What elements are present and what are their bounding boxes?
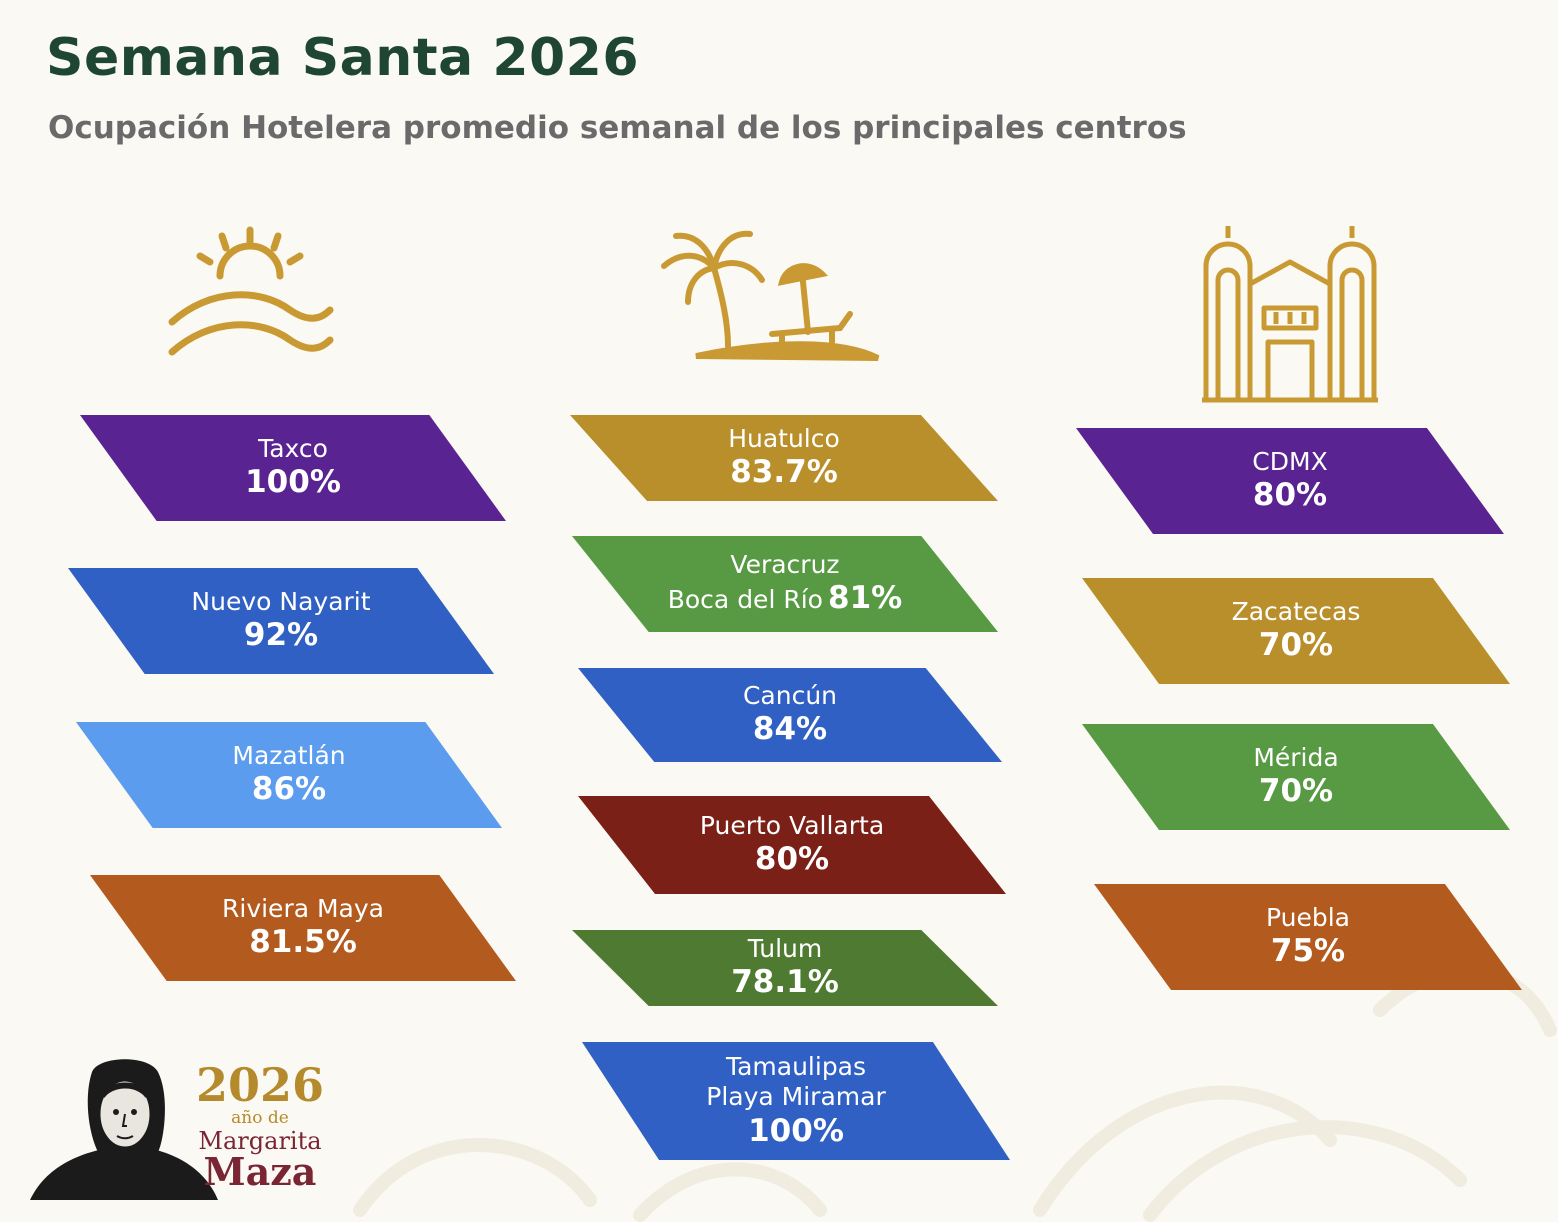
page-title: Semana Santa 2026 bbox=[46, 28, 640, 88]
tile-nuevo-nayarit: Nuevo Nayarit 92% bbox=[68, 568, 494, 674]
tile-puerto-vallarta: Puerto Vallarta 80% bbox=[578, 796, 1006, 894]
tile-percent: 86% bbox=[251, 771, 327, 808]
tile-taxco: Taxco 100% bbox=[80, 415, 506, 521]
sun-over-waves-icon bbox=[168, 226, 334, 356]
tile-percent: 80% bbox=[1252, 477, 1328, 514]
tile-merida: Mérida 70% bbox=[1082, 724, 1510, 830]
logo-first-name: Margarita bbox=[198, 1127, 322, 1155]
tile-percent: 83.7% bbox=[730, 454, 838, 491]
palm-tree-beach-icon bbox=[661, 230, 880, 361]
tile-name-line2: Boca del Río bbox=[667, 585, 823, 615]
logo-wordmark: 2026 año de Margarita Maza bbox=[190, 1062, 330, 1191]
tile-tulum: Tulum 78.1% bbox=[572, 930, 998, 1006]
tile-percent: 70% bbox=[1258, 627, 1334, 664]
tile-mazatlan: Mazatlán 86% bbox=[76, 722, 502, 828]
tile-puebla: Puebla 75% bbox=[1094, 884, 1522, 990]
tile-name: Puerto Vallarta bbox=[699, 810, 885, 840]
tile-percent: 100% bbox=[245, 464, 341, 501]
tile-percent: 84% bbox=[752, 711, 828, 748]
tile-name: Cancún bbox=[742, 680, 838, 710]
tile-huatulco: Huatulco 83.7% bbox=[570, 415, 998, 501]
cathedral-icon bbox=[1202, 226, 1378, 403]
tile-name: Veracruz bbox=[730, 549, 840, 579]
tile-name-line2-row: Boca del Río 81% bbox=[668, 580, 903, 618]
logo-last-name: Maza bbox=[203, 1149, 317, 1194]
tile-percent: 80% bbox=[754, 841, 830, 878]
tile-name: Tulum bbox=[747, 933, 823, 963]
tile-percent: 81% bbox=[828, 580, 903, 617]
logo-subtitle: año de bbox=[231, 1108, 289, 1128]
tile-name: Puebla bbox=[1266, 902, 1350, 932]
page-subtitle: Ocupación Hotelera promedio semanal de l… bbox=[48, 110, 1187, 146]
tile-cdmx: CDMX 80% bbox=[1076, 428, 1504, 534]
tile-name: Zacatecas bbox=[1231, 596, 1361, 626]
tile-name: Riviera Maya bbox=[222, 893, 384, 923]
logo-year: 2026 bbox=[195, 1058, 325, 1112]
tile-name: CDMX bbox=[1252, 446, 1328, 476]
tile-name: Mérida bbox=[1253, 742, 1339, 772]
tile-percent: 75% bbox=[1270, 933, 1346, 970]
tile-percent: 100% bbox=[748, 1112, 844, 1149]
tile-percent: 70% bbox=[1258, 773, 1334, 810]
tile-name: Huatulco bbox=[728, 423, 840, 453]
tile-percent: 78.1% bbox=[731, 964, 839, 1001]
tile-veracruz-boca-del-rio: Veracruz Boca del Río 81% bbox=[572, 536, 998, 632]
tile-zacatecas: Zacatecas 70% bbox=[1082, 578, 1510, 684]
tile-riviera-maya: Riviera Maya 81.5% bbox=[90, 875, 516, 981]
tile-name: Taxco bbox=[258, 433, 328, 463]
tile-tamaulipas-playa-miramar: Tamaulipas Playa Miramar 100% bbox=[582, 1042, 1010, 1160]
tile-percent: 81.5% bbox=[249, 924, 357, 961]
margarita-maza-portrait-logo bbox=[30, 1059, 218, 1200]
tile-cancun: Cancún 84% bbox=[578, 668, 1002, 762]
tile-percent: 92% bbox=[243, 617, 319, 654]
tile-name: Nuevo Nayarit bbox=[191, 586, 371, 616]
tile-name: Tamaulipas bbox=[725, 1051, 867, 1081]
tile-name-line2: Playa Miramar bbox=[706, 1082, 886, 1112]
tile-name: Mazatlán bbox=[232, 740, 346, 770]
